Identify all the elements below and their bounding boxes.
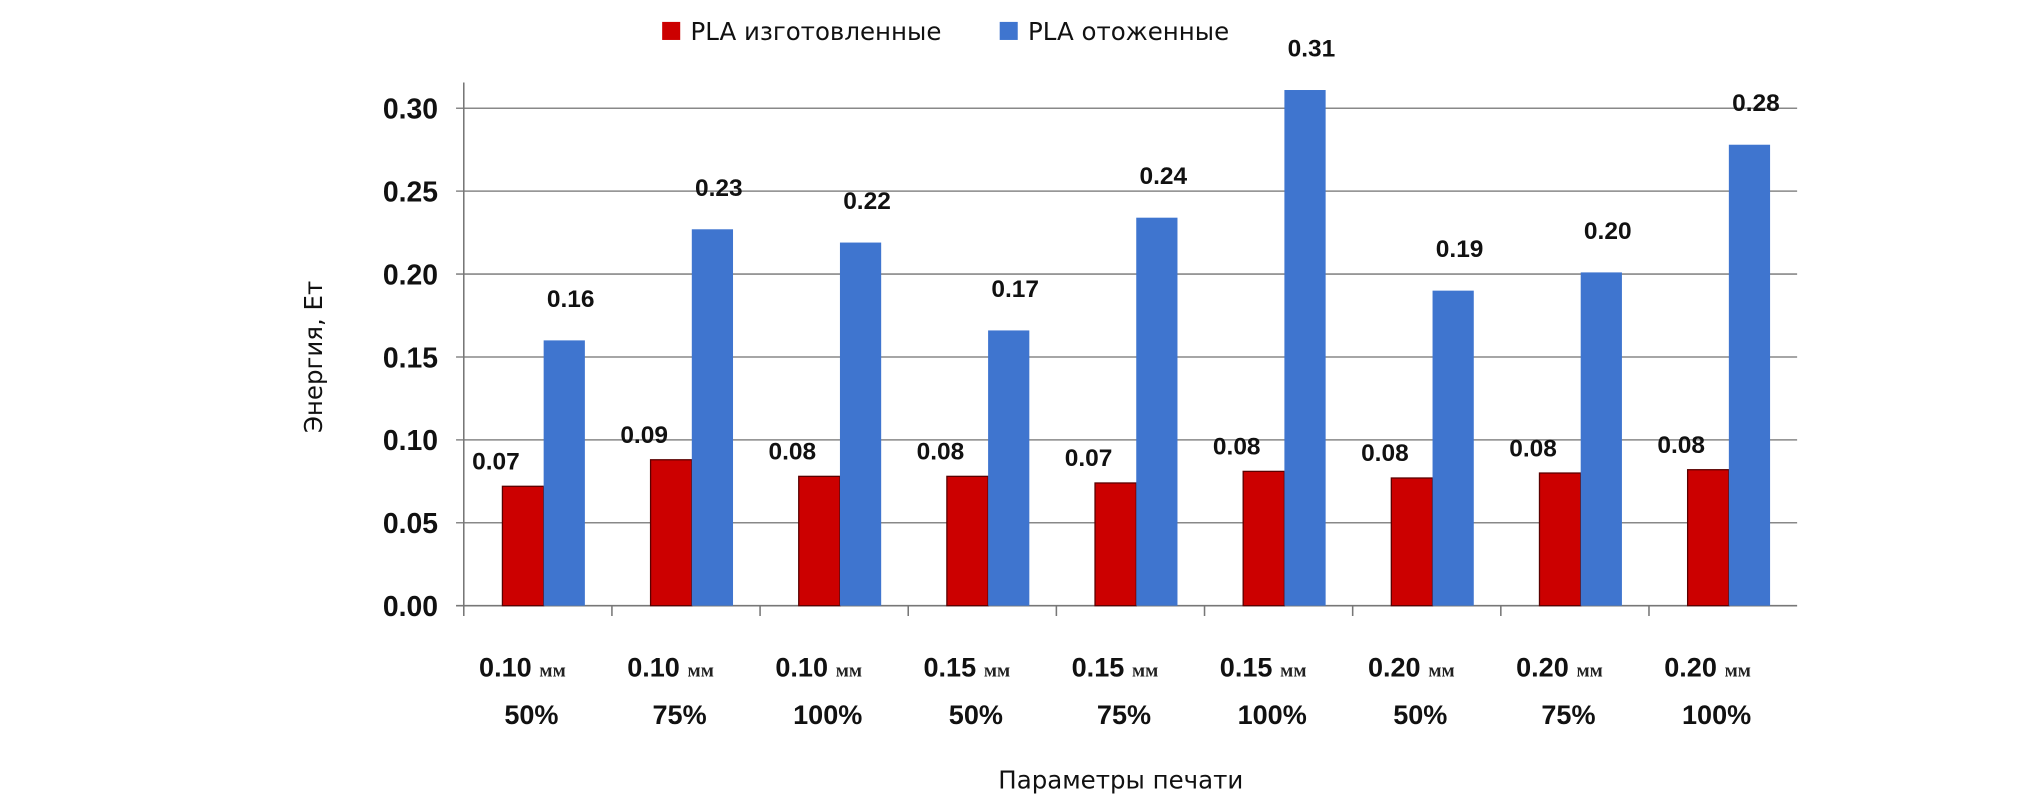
- bar-pla-annealed: [988, 330, 1030, 606]
- x-tick-thickness: 0.15: [924, 653, 977, 683]
- x-tick-fill: 75%: [1097, 700, 1151, 730]
- x-tick-label: 0.20 мм: [1516, 653, 1603, 683]
- x-tick-unit: мм: [1132, 661, 1158, 682]
- bar-pla-manufactured: [649, 459, 693, 607]
- data-label: 0.08: [917, 439, 965, 466]
- bar-pla-annealed: [1284, 90, 1326, 606]
- x-tick-thickness: 0.10: [627, 653, 680, 683]
- x-tick-label: 0.15 мм: [1072, 653, 1159, 683]
- data-label: 0.31: [1288, 36, 1336, 63]
- bar-pla-annealed: [543, 340, 585, 606]
- data-label: 0.07: [1065, 445, 1113, 472]
- bars: 0.07 0.09 0.08 0.08 0.07 0.08 0.08 0.08 0.08 0.16…: [472, 36, 1780, 607]
- legend-label: PLA изготовленные: [691, 17, 942, 46]
- bar-pla-manufactured: [1242, 470, 1286, 607]
- data-label: 0.08: [1509, 435, 1557, 462]
- legend: PLA изготовленные PLA отоженные: [662, 17, 1229, 46]
- axes: 0.00 0.05 0.10 0.15 0.20 0.25 0.30 0.10 мм 50% 0.1…: [383, 82, 1751, 730]
- x-tick-fill: 75%: [1541, 700, 1595, 730]
- bar-pla-annealed: [1728, 144, 1771, 606]
- data-label: 0.07: [472, 449, 520, 476]
- bar-pla-manufactured: [798, 475, 841, 607]
- y-tick-label: 0.25: [383, 176, 438, 208]
- x-tick-thickness: 0.15: [1220, 653, 1273, 683]
- x-tick-label: 0.10 мм: [479, 653, 566, 683]
- data-label: 0.23: [695, 175, 743, 202]
- data-label: 0.24: [1139, 163, 1187, 190]
- x-tick-label: 0.10 мм: [627, 653, 714, 683]
- x-tick-unit: мм: [1576, 661, 1602, 682]
- x-tick-fill: 100%: [793, 700, 862, 730]
- x-tick-unit: мм: [539, 661, 565, 682]
- y-tick-label: 0.15: [383, 342, 438, 374]
- data-label: 0.19: [1436, 236, 1484, 263]
- bar-pla-annealed: [691, 229, 734, 606]
- x-tick-fill: 50%: [949, 700, 1003, 730]
- data-label: 0.17: [991, 276, 1039, 303]
- x-tick-unit: мм: [1725, 661, 1751, 682]
- x-tick-thickness: 0.10: [775, 653, 828, 683]
- data-label: 0.08: [1657, 432, 1705, 459]
- x-tick-thickness: 0.20: [1664, 653, 1717, 683]
- x-tick-unit: мм: [984, 661, 1010, 682]
- x-tick-label: 0.15 мм: [924, 653, 1011, 683]
- x-tick-thickness: 0.20: [1516, 653, 1569, 683]
- legend-swatch: [999, 21, 1018, 40]
- bar-pla-manufactured: [1390, 477, 1434, 607]
- data-label: 0.20: [1584, 218, 1632, 245]
- x-tick-thickness: 0.15: [1072, 653, 1125, 683]
- data-label: 0.08: [768, 439, 816, 466]
- legend-label: PLA отоженные: [1028, 17, 1229, 46]
- y-tick-label: 0.05: [383, 508, 438, 540]
- bar-pla-manufactured: [1538, 472, 1582, 607]
- data-label: 0.28: [1732, 90, 1780, 117]
- x-tick-fill: 50%: [1393, 700, 1447, 730]
- x-tick-label: 0.20 мм: [1664, 653, 1751, 683]
- bar-pla-annealed: [1136, 217, 1178, 606]
- y-axis-title: Энергия, Ет: [299, 281, 328, 433]
- x-tick-label: 0.20 мм: [1368, 653, 1455, 683]
- x-tick-thickness: 0.10: [479, 653, 532, 683]
- y-tick-label: 0.30: [383, 94, 438, 126]
- x-tick-unit: мм: [836, 661, 862, 682]
- data-label: 0.22: [843, 188, 891, 215]
- bar-pla-manufactured: [1094, 482, 1137, 607]
- x-tick-fill: 100%: [1238, 700, 1307, 730]
- bar-pla-manufactured: [946, 475, 989, 607]
- y-tick-label: 0.10: [383, 425, 438, 457]
- x-tick-label: 0.10 мм: [775, 653, 862, 683]
- bar-pla-manufactured: [1686, 469, 1730, 607]
- legend-swatch: [662, 21, 681, 40]
- x-tick-unit: мм: [1428, 661, 1454, 682]
- bar-pla-annealed: [1580, 272, 1622, 606]
- bar-pla-annealed: [839, 242, 882, 606]
- x-axis-title: Параметры печати: [998, 766, 1243, 795]
- x-tick-unit: мм: [1280, 661, 1306, 682]
- x-tick-unit: мм: [688, 661, 714, 682]
- bar-pla-annealed: [1432, 290, 1474, 606]
- data-label: 0.16: [547, 286, 595, 313]
- data-label: 0.09: [620, 422, 668, 449]
- data-label: 0.08: [1361, 440, 1409, 467]
- x-tick-fill: 50%: [504, 700, 558, 730]
- x-tick-fill: 75%: [652, 700, 706, 730]
- x-tick-thickness: 0.20: [1368, 653, 1421, 683]
- y-tick-label: 0.00: [383, 591, 438, 623]
- x-tick-fill: 100%: [1682, 700, 1751, 730]
- data-label: 0.08: [1213, 434, 1261, 461]
- bar-pla-manufactured: [501, 485, 545, 607]
- y-tick-label: 0.20: [383, 259, 438, 291]
- x-tick-label: 0.15 мм: [1220, 653, 1307, 683]
